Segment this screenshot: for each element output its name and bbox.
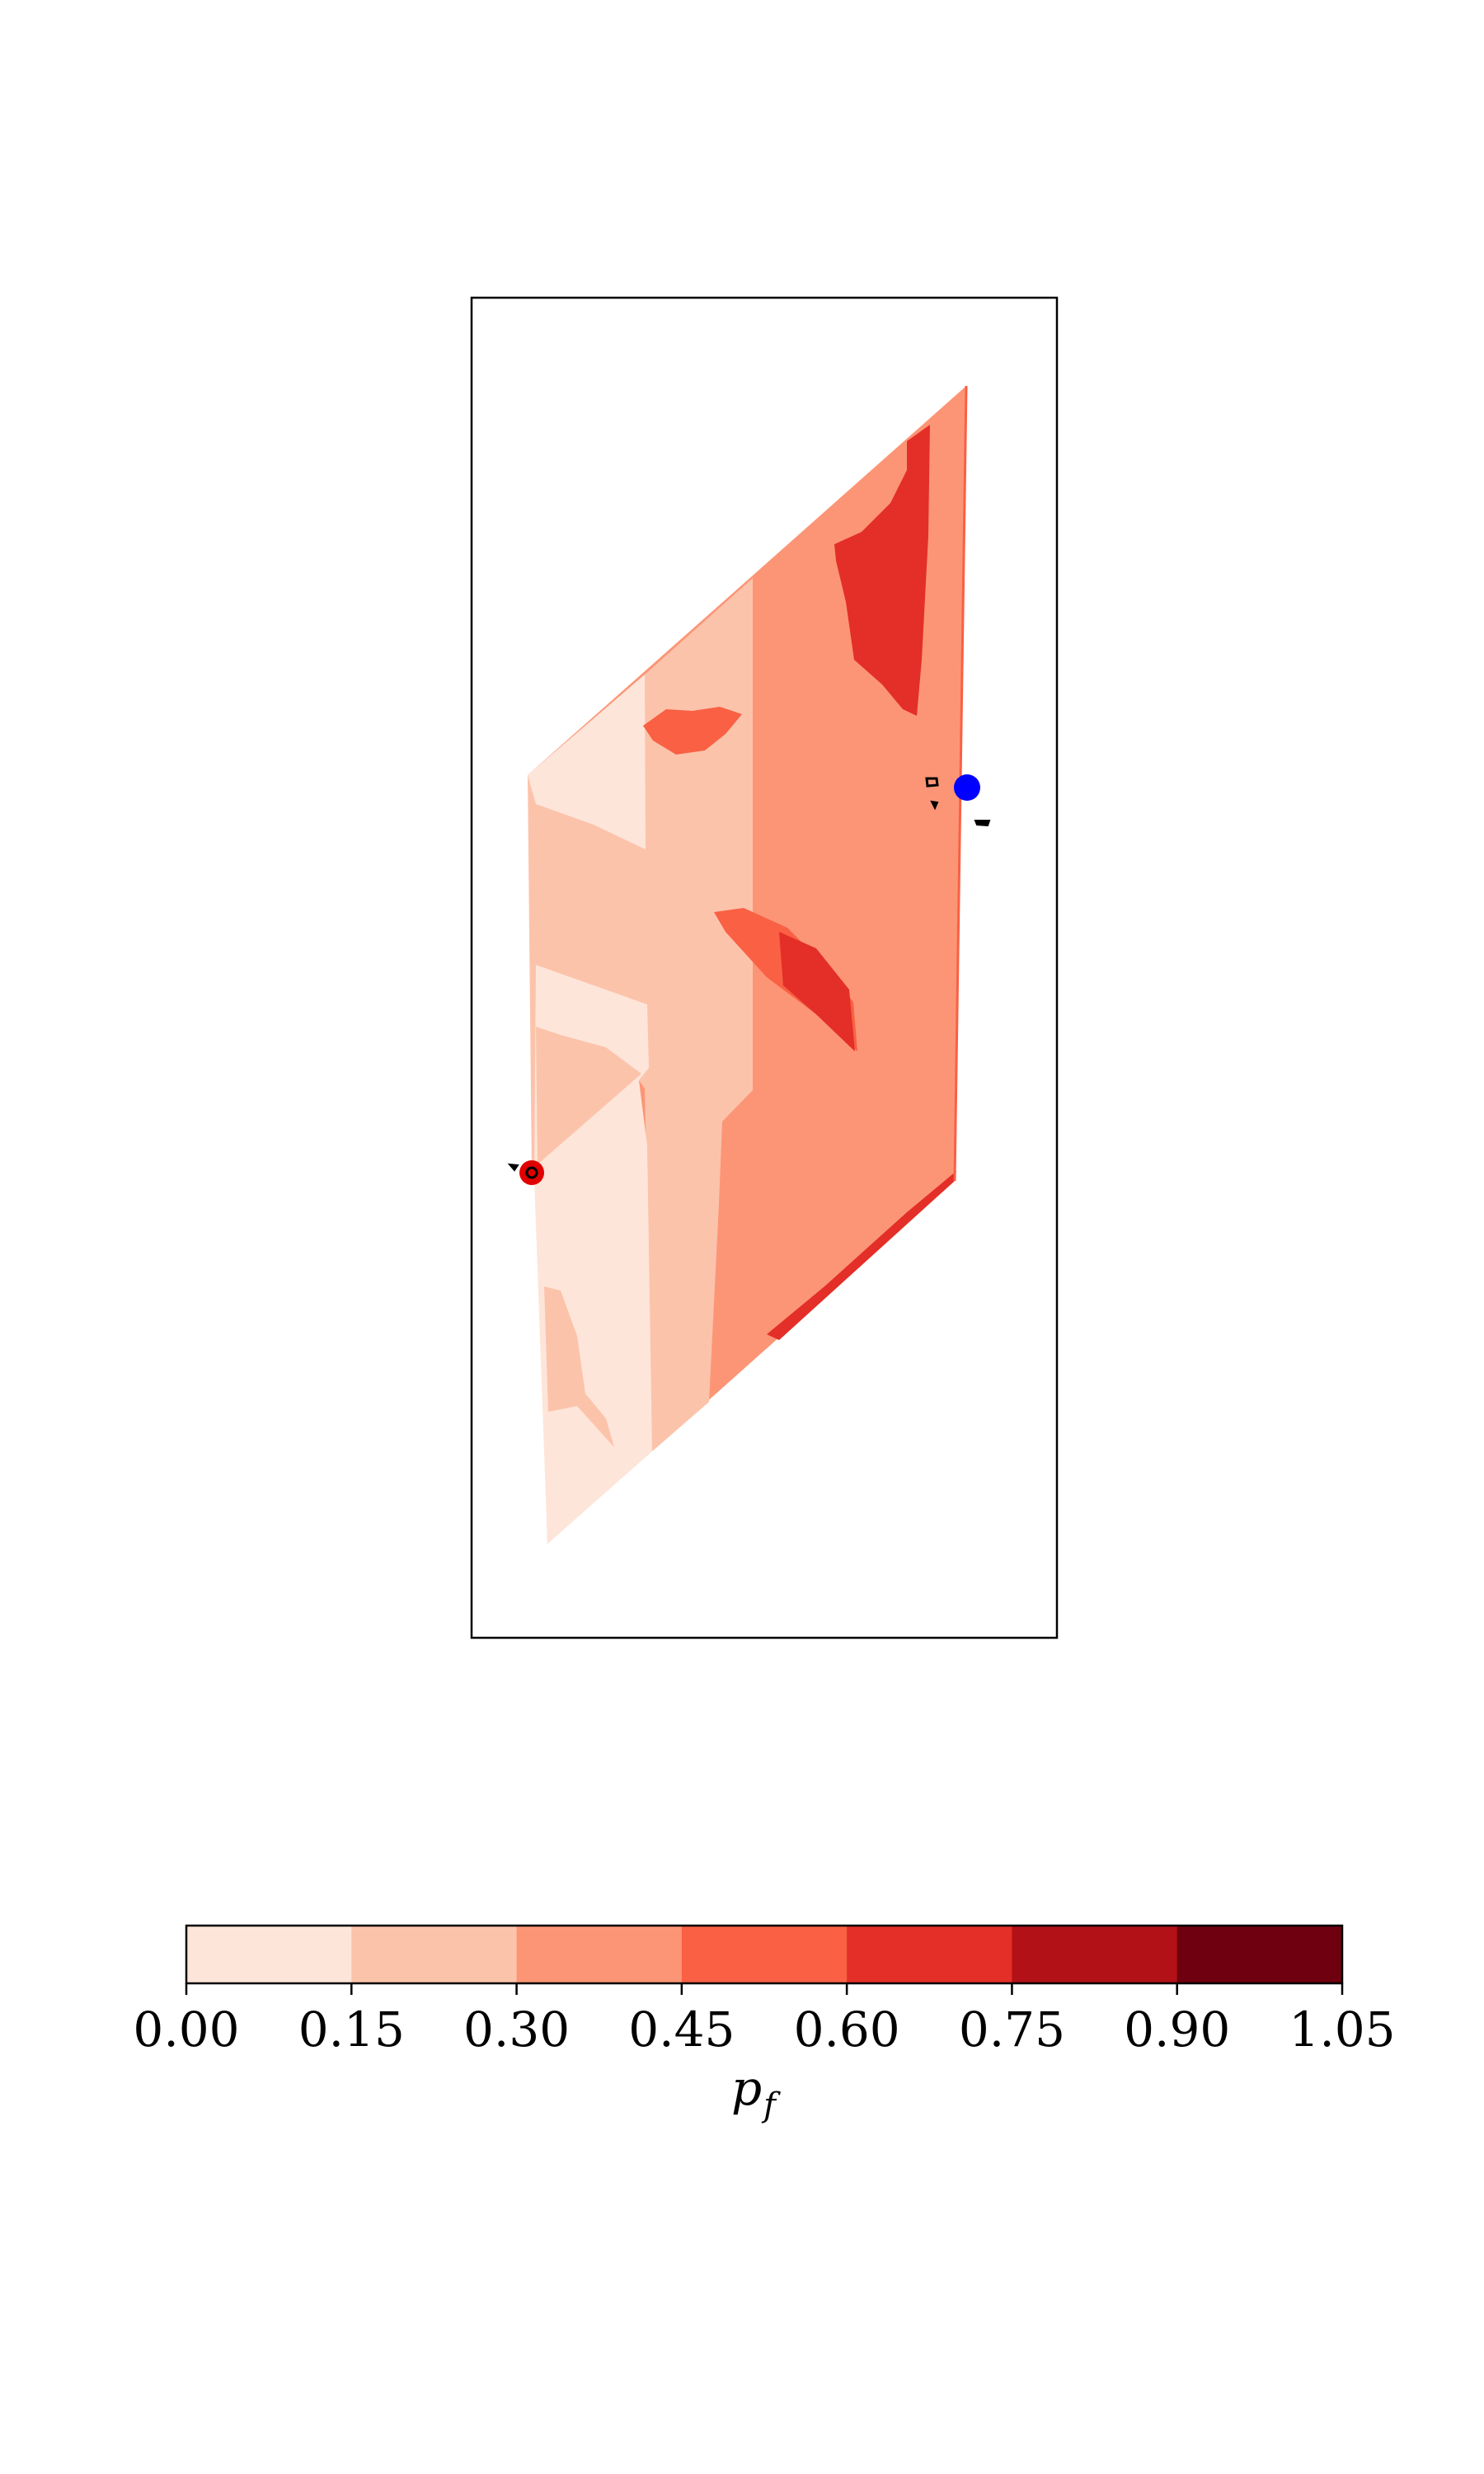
region-left-column (528, 675, 646, 849)
colorbar-tick-label-3: 0.45 (628, 2001, 735, 2058)
colorbar-cell-6 (1176, 1926, 1343, 1983)
colorbar-frame (185, 1924, 1344, 1985)
region-mid-streak-dark (779, 932, 855, 1051)
colorbar-cell-4 (847, 1926, 1012, 1983)
region-upper-blob (643, 707, 742, 755)
colorbar-tick-label-5: 0.75 (959, 2001, 1065, 2058)
colorbar-tick-label-6: 0.90 (1124, 2001, 1230, 2058)
colorbar-cells (186, 1926, 1343, 1983)
region-top-right-blob (834, 425, 930, 716)
colorbar-cell-0 (186, 1926, 352, 1983)
colorbar-tick-labels: 0.00 0.15 0.30 0.45 0.60 0.75 0.90 1.05 (133, 2001, 1395, 2058)
colorbar: 0.00 0.15 0.30 0.45 0.60 0.75 0.90 1.05 pf (133, 1924, 1396, 2124)
region-band-patch-upper (536, 1027, 641, 1164)
region-bottom-edge-strip (767, 1171, 956, 1340)
colorbar-tick-label-2: 0.30 (463, 2001, 570, 2058)
colorbar-tick-label-7: 1.05 (1289, 2001, 1395, 2058)
colorbar-ticks (185, 1983, 1344, 1995)
colorbar-tick-label-4: 0.60 (794, 2001, 900, 2058)
filled-contour-regions (528, 385, 968, 1544)
colorbar-cell-3 (681, 1926, 848, 1983)
contour-dot-4 (507, 1163, 519, 1172)
red-marker-contour-ring (525, 1166, 538, 1179)
colorbar-cell-1 (351, 1926, 518, 1983)
contour-plot (470, 296, 1059, 1639)
contour-dot-3 (974, 820, 991, 827)
point-markers (519, 774, 980, 1185)
colorbar-cell-2 (516, 1926, 683, 1983)
colorbar-cell-5 (1012, 1926, 1178, 1983)
contour-dot-1 (925, 777, 939, 788)
colorbar-tick-label-1: 0.15 (298, 2001, 405, 2058)
red-point-marker (519, 1160, 544, 1185)
colorbar-tick-label-0: 0.00 (133, 2001, 239, 2058)
axes-frame (470, 296, 1059, 1639)
blue-point-marker (954, 774, 980, 801)
contour-dot-2 (930, 800, 939, 811)
region-band-patch-lower (544, 1286, 614, 1447)
